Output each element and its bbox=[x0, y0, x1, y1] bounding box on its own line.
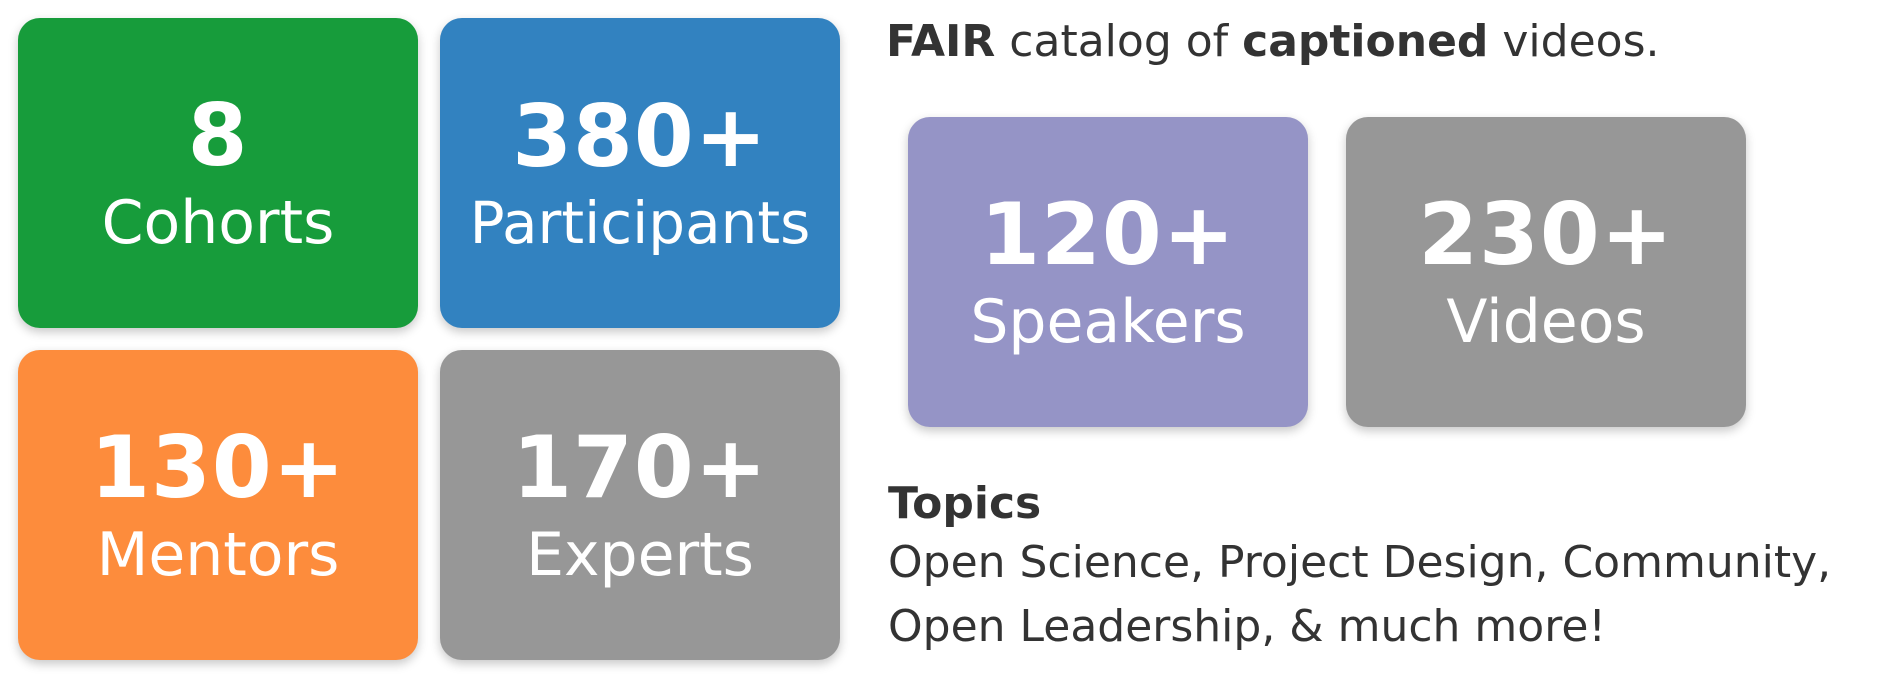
headline-fair: FAIR bbox=[886, 16, 996, 67]
stat-card-participants: 380+ Participants bbox=[440, 18, 840, 328]
topics-title: Topics bbox=[888, 478, 1042, 529]
stat-value: 170+ bbox=[512, 418, 768, 518]
stat-label: Mentors bbox=[96, 520, 340, 590]
stat-value: 120+ bbox=[980, 185, 1236, 285]
stat-value: 8 bbox=[187, 86, 249, 186]
stat-label: Speakers bbox=[970, 287, 1246, 357]
stat-card-mentors: 130+ Mentors bbox=[18, 350, 418, 660]
stat-value: 130+ bbox=[90, 418, 346, 518]
headline-text: catalog of bbox=[995, 16, 1243, 67]
catalog-headline: FAIR catalog of captioned videos. bbox=[886, 16, 1660, 67]
stat-value: 230+ bbox=[1418, 185, 1674, 285]
stat-card-cohorts: 8 Cohorts bbox=[18, 18, 418, 328]
stat-label: Videos bbox=[1446, 287, 1646, 357]
stat-label: Cohorts bbox=[101, 188, 335, 258]
stat-value: 380+ bbox=[512, 87, 768, 187]
headline-captioned: captioned bbox=[1242, 16, 1489, 67]
topics-line: Open Science, Project Design, Community, bbox=[888, 536, 1832, 588]
topics-section: Topics Open Science, Project Design, Com… bbox=[888, 478, 1831, 659]
topics-line: Open Leadership, & much more! bbox=[888, 600, 1607, 652]
headline-text-end: videos. bbox=[1488, 16, 1660, 67]
stat-label: Experts bbox=[526, 520, 754, 590]
stat-card-speakers: 120+ Speakers bbox=[908, 117, 1308, 427]
stat-label: Participants bbox=[469, 189, 811, 257]
stat-card-experts: 170+ Experts bbox=[440, 350, 840, 660]
stat-card-videos: 230+ Videos bbox=[1346, 117, 1746, 427]
